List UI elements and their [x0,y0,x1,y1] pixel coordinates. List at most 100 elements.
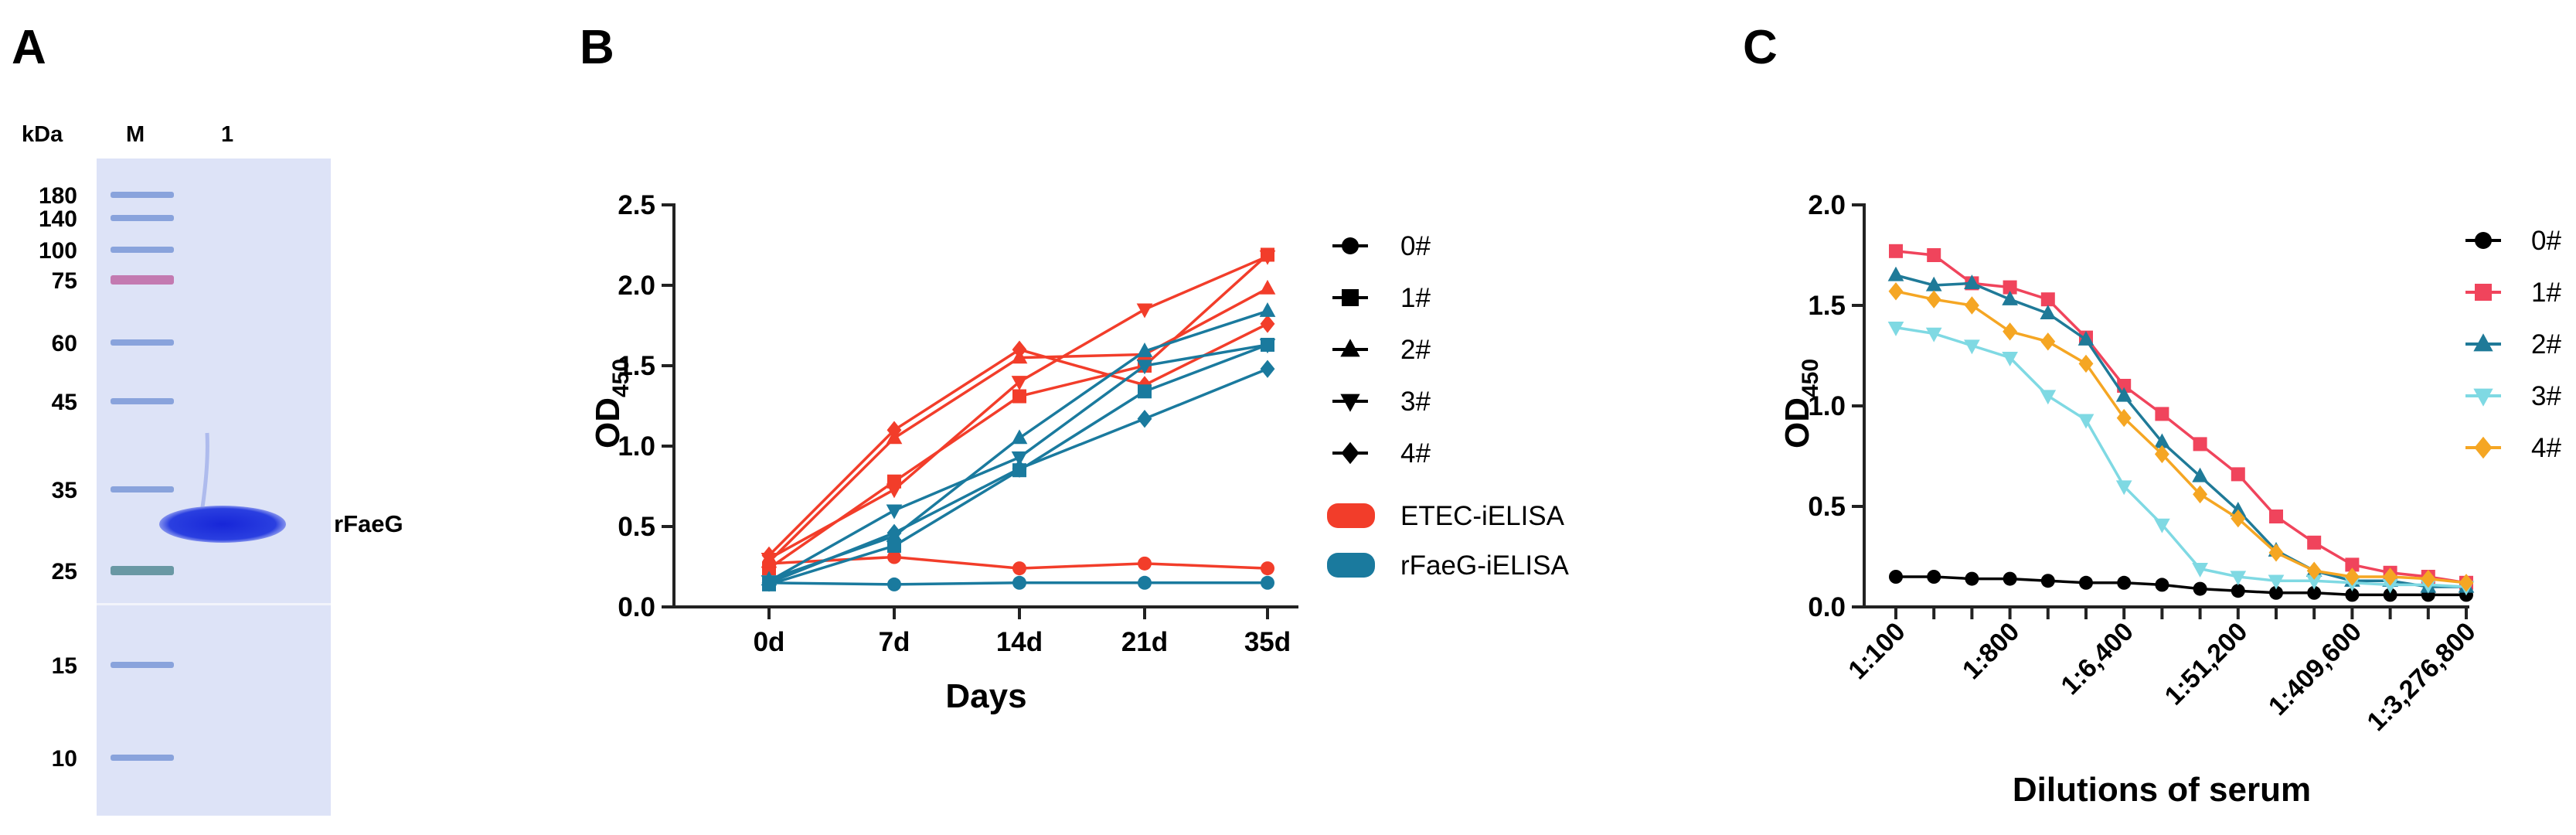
data-point [2040,332,2056,351]
chart-b-legend: 0# 1# 2# 3# 4# ETEC-iELISA rFaeG-iELISA [1327,231,1569,581]
data-point [1259,250,1276,265]
data-point [2002,290,2018,305]
marker-band-35 [111,486,174,492]
data-point [1260,315,1275,333]
data-point [1964,339,1980,355]
data-point [1136,360,1153,375]
panel-c: C 0.0 0.5 1.0 1.5 2.0 1:100 1:800 1:6,400 1:51,2… [1743,21,2561,809]
y-tick-label: 0.5 [618,512,655,542]
marker-band-140 [111,215,174,221]
gel-lane-label-marker: M [126,122,145,147]
y-tick-label: 0.5 [1808,492,1846,522]
series-line [1895,325,2467,588]
data-point [1927,248,1941,262]
data-point [2459,574,2474,592]
series-rFaeG-iELISA-0# [762,575,1274,591]
data-point [1926,290,1941,308]
legend-marker-0# [1342,237,1359,254]
data-point [2040,574,2055,588]
x-tick-label: 1:100 [1843,617,1911,685]
legend-swatch-ETEC-iELISA [1327,503,1375,528]
data-point [886,421,902,439]
gel-marker-bands [111,192,174,761]
legend-marker-0# [2475,232,2492,249]
series-line [1895,290,2467,584]
data-point [1136,303,1153,319]
marker-band-75 [111,275,174,285]
data-point [2154,518,2170,533]
legend-marker-4# [1341,441,1359,465]
data-point [1012,575,1026,590]
series-ETEC-iELISA-3# [761,250,1276,567]
legend-marker-1# [1342,289,1359,306]
data-point [1012,389,1026,404]
x-axis-title: Days [945,677,1026,715]
data-point [1964,296,1979,315]
series-line [768,254,1269,570]
chart-b-axes: 0.0 0.5 1.0 1.5 2.0 2.5 0d 7d 14d 21d 35d Days OD450 [589,190,1298,715]
panel-b: B 0.00.51.01.52.02.50d 7d 14d 21d 35dDaysOD4… [580,21,1569,715]
data-point [2307,535,2322,550]
data-point [1927,570,1941,584]
data-point [1012,561,1026,576]
data-point [2269,585,2283,600]
legend-marker-4# [2474,436,2493,459]
data-point [2079,575,2093,590]
data-point [2268,574,2285,590]
gel-split-line [97,603,331,605]
marker-label-180: 180 [39,183,77,209]
data-point [2193,581,2207,596]
marker-band-25 [111,566,174,575]
x-tick-label: 35d [1244,627,1291,657]
data-point [2192,467,2208,482]
legend-marker-2# [1340,339,1360,357]
legend-label: 2# [1400,335,1431,365]
data-point [2003,280,2017,295]
y-tick-label: 1.5 [1808,291,1846,321]
data-point [2115,387,2132,402]
data-point [2193,485,2208,504]
x-tick-label: 14d [996,627,1043,657]
legend-label: 3# [2531,381,2561,411]
x-tick-label: 1:6,400 [2055,617,2139,700]
data-point [1259,279,1276,295]
y-axis-title: OD450 [589,359,634,448]
data-point [2193,437,2207,452]
rfaeg-protein-band [159,506,286,543]
data-point [886,504,903,520]
y-tick-label: 2.0 [1808,190,1846,220]
marker-label-45: 45 [52,390,77,415]
legend-label: 0# [2531,226,2561,256]
y-tick-label: 1.0 [1808,391,1846,421]
panel-label-b: B [580,21,614,74]
data-point [2345,588,2360,602]
legend-label: 4# [1400,438,1431,469]
band-label: rFaeG [334,510,403,537]
marker-label-140: 140 [39,206,77,232]
marker-band-60 [111,339,174,346]
series-ETEC-iELISA-2# [761,279,1276,568]
data-point [1925,276,1942,291]
marker-band-45 [111,398,174,404]
marker-band-100 [111,247,174,253]
legend-label: 0# [1400,231,1431,261]
y-tick-label: 0.0 [618,592,655,622]
data-point [1011,429,1028,445]
chart-b-series [761,247,1276,592]
data-point [887,538,901,553]
data-point [887,577,901,591]
data-point [886,483,903,499]
y-axis-title-subscript: 450 [608,359,634,397]
data-point [2040,305,2057,320]
x-tick-label: 1:409,600 [2263,617,2367,721]
legend-label: 1# [1400,283,1431,313]
data-point [1887,321,1904,336]
data-point [1887,266,1904,281]
series-line [1896,575,2466,597]
panel-label-a: A [12,21,46,74]
series-line [1895,250,2467,584]
marker-band-15 [111,662,174,668]
data-point [2116,408,2132,428]
legend-label: ETEC-iELISA [1400,501,1565,531]
